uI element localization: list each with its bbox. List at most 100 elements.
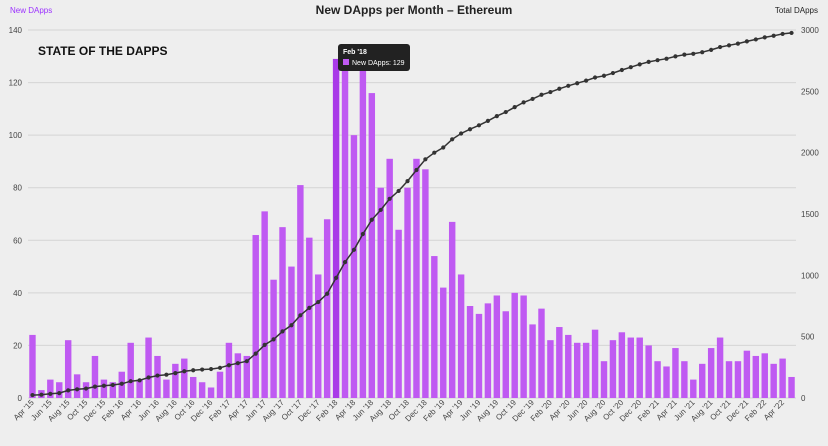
bar[interactable] [386, 158, 393, 398]
line-point[interactable] [164, 372, 169, 377]
bar[interactable] [359, 58, 367, 399]
line-point[interactable] [619, 67, 624, 73]
line-point[interactable] [557, 86, 562, 91]
line-point[interactable] [173, 370, 178, 376]
bar[interactable] [672, 348, 679, 398]
line-point[interactable] [235, 361, 240, 366]
bar[interactable] [699, 363, 706, 398]
bar[interactable] [145, 337, 152, 398]
line-point[interactable] [253, 351, 258, 356]
line-point[interactable] [459, 131, 464, 136]
bar[interactable] [743, 350, 751, 398]
bar[interactable] [288, 266, 295, 398]
bar[interactable] [431, 256, 438, 398]
bar[interactable] [681, 361, 688, 398]
bar[interactable] [565, 334, 572, 398]
bar[interactable] [198, 382, 206, 398]
bar[interactable] [64, 340, 72, 398]
line-point[interactable] [575, 81, 580, 86]
line-point[interactable] [57, 390, 62, 396]
line-point[interactable] [423, 157, 428, 162]
line-point[interactable] [548, 89, 553, 95]
line-point[interactable] [405, 179, 410, 184]
bar[interactable] [189, 376, 197, 398]
line-point[interactable] [646, 59, 651, 64]
line-point[interactable] [396, 188, 401, 194]
bar[interactable] [556, 327, 563, 398]
bar[interactable] [520, 295, 527, 398]
bar[interactable] [448, 221, 456, 398]
bar[interactable] [734, 361, 742, 398]
line-point[interactable] [762, 35, 767, 40]
line-point[interactable] [39, 392, 44, 397]
line-point[interactable] [664, 56, 669, 61]
line-point[interactable] [521, 100, 526, 105]
line-point[interactable] [753, 37, 758, 42]
bar[interactable] [752, 355, 760, 398]
bar[interactable] [315, 274, 322, 398]
line-point[interactable] [369, 217, 374, 222]
bar[interactable] [475, 313, 483, 398]
bar[interactable] [502, 311, 509, 398]
line-point[interactable] [146, 375, 151, 380]
bar[interactable] [100, 379, 108, 398]
line-point[interactable] [432, 150, 437, 155]
bar[interactable] [172, 363, 179, 398]
line-point[interactable] [771, 33, 776, 38]
line-point[interactable] [637, 62, 642, 67]
bar[interactable] [91, 355, 99, 398]
line-point[interactable] [200, 367, 205, 372]
bar[interactable] [582, 342, 590, 398]
line-point[interactable] [191, 368, 196, 373]
line-point[interactable] [610, 70, 616, 76]
bar[interactable] [323, 219, 331, 398]
line-point[interactable] [691, 51, 696, 56]
line-point[interactable] [110, 382, 115, 388]
line-point[interactable] [101, 383, 107, 388]
bar[interactable] [243, 355, 251, 398]
bar[interactable] [422, 169, 429, 398]
line-point[interactable] [592, 75, 598, 80]
bar[interactable] [136, 379, 143, 398]
line-point[interactable] [307, 305, 312, 310]
line-point[interactable] [717, 44, 723, 50]
line-point[interactable] [351, 247, 357, 252]
bar[interactable] [413, 158, 420, 398]
bar[interactable] [788, 376, 795, 398]
line-point[interactable] [92, 384, 98, 389]
bar[interactable] [645, 345, 652, 398]
line-point[interactable] [512, 105, 517, 110]
bar[interactable] [163, 379, 170, 398]
line-point[interactable] [289, 323, 294, 328]
bar[interactable] [261, 211, 268, 398]
bar[interactable] [600, 361, 608, 398]
line-point[interactable] [208, 366, 214, 372]
line-point[interactable] [744, 39, 749, 44]
line-point[interactable] [450, 137, 455, 142]
bar[interactable] [591, 329, 599, 398]
line-point[interactable] [262, 342, 267, 347]
line-point[interactable] [628, 65, 633, 70]
bar[interactable] [127, 342, 134, 398]
bar[interactable] [252, 235, 259, 398]
line-point[interactable] [789, 30, 794, 36]
bar[interactable] [56, 382, 63, 398]
bar[interactable] [493, 295, 501, 398]
line-point[interactable] [30, 392, 35, 398]
line-point[interactable] [709, 47, 714, 52]
line-point[interactable] [726, 43, 732, 48]
bar[interactable] [573, 342, 581, 398]
line-point[interactable] [584, 78, 589, 83]
line-point[interactable] [539, 92, 544, 97]
line-point[interactable] [182, 369, 187, 374]
line-point[interactable] [655, 58, 660, 63]
bar[interactable] [109, 382, 117, 398]
bar[interactable] [618, 332, 626, 398]
line-point[interactable] [485, 118, 491, 123]
bar[interactable] [636, 337, 643, 398]
bar[interactable] [466, 306, 474, 398]
line-point[interactable] [217, 365, 223, 370]
bar[interactable] [297, 185, 304, 398]
bar[interactable] [404, 187, 411, 398]
line-point[interactable] [137, 378, 142, 383]
